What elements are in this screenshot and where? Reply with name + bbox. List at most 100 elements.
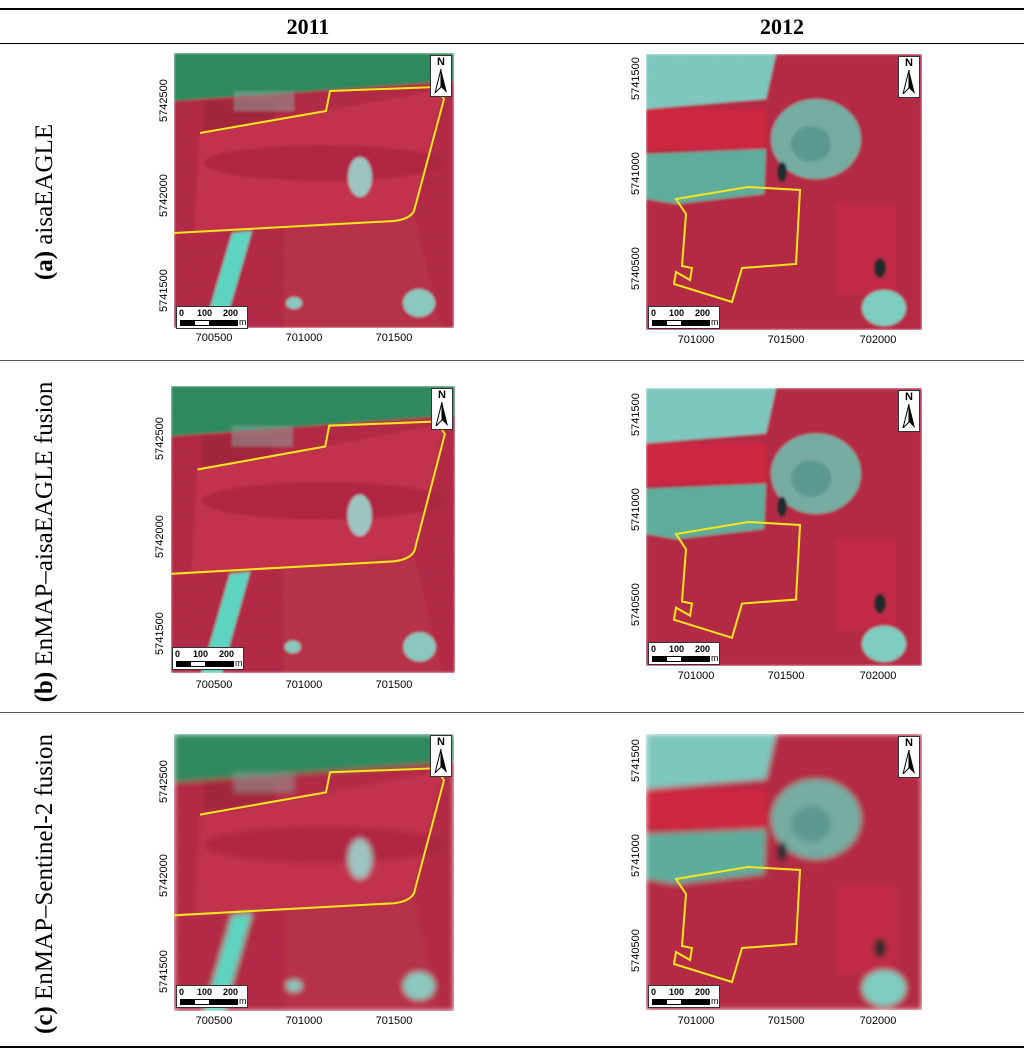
scale-label-200: 200	[695, 644, 711, 654]
x-tick-2012-c-1: 701000	[677, 1015, 715, 1027]
y-tick-2012-c-3: 5740500	[630, 929, 642, 972]
scale-bar-2011-b: 0 100 200 m	[172, 647, 244, 670]
north-arrow-icon	[902, 70, 915, 94]
y-tick-2011-b-2: 5742000	[154, 515, 166, 558]
x-tick-2012-c-3: 702000	[859, 1015, 897, 1027]
x-tick-2011-b-1: 700500	[195, 679, 233, 691]
x-tick-2011-a-1: 700500	[195, 332, 233, 344]
map-2012-a	[646, 54, 922, 330]
row-text-a: aisaEAGLE	[31, 123, 58, 245]
scale-label-200: 200	[219, 649, 235, 659]
x-tick-2011-a-2: 701000	[285, 332, 323, 344]
scale-bar-graphic	[652, 999, 710, 1005]
map-2012-b	[646, 388, 922, 666]
y-tick-2011-c-2: 5742000	[158, 854, 170, 897]
scale-bar-2012-c: 0 100 200 m	[648, 985, 720, 1008]
scale-bar-2012-b: 0 100 200 m	[648, 642, 720, 665]
scale-bar-graphic	[652, 656, 710, 662]
satellite-image-2012	[646, 734, 922, 1010]
north-arrow-2011-b: N	[431, 388, 453, 430]
scale-bar-graphic	[180, 999, 238, 1005]
satellite-image-2012	[646, 54, 922, 330]
scale-unit: m	[239, 317, 247, 327]
y-tick-2011-b-1: 5742500	[154, 417, 166, 460]
scale-label-0: 0	[175, 649, 181, 659]
y-tick-2012-c-1: 5741500	[630, 739, 642, 782]
scale-bar-graphic	[180, 320, 238, 326]
scale-label-0: 0	[651, 987, 657, 997]
y-tick-2011-a-3: 5741500	[158, 269, 170, 312]
y-tick-2012-b-2: 5741000	[630, 488, 642, 531]
scale-label-100: 100	[669, 987, 685, 997]
satellite-image-2011	[171, 386, 455, 673]
north-arrow-2012-b: N	[898, 390, 920, 432]
x-tick-2012-b-1: 701000	[677, 670, 715, 682]
north-arrow-2012-a: N	[898, 56, 920, 98]
x-tick-2011-a-3: 701500	[375, 332, 413, 344]
north-label: N	[905, 391, 913, 403]
x-tick-2012-a-3: 702000	[859, 334, 897, 346]
y-tick-2011-c-3: 5741500	[158, 950, 170, 993]
x-tick-2011-c-3: 701500	[375, 1015, 413, 1027]
north-arrow-2012-c: N	[898, 736, 920, 778]
row-label-b: (b) EnMAP–aisaEAGLE fusion	[31, 377, 59, 707]
scale-label-0: 0	[651, 644, 657, 654]
satellite-image-2012	[646, 388, 922, 666]
north-arrow-icon	[435, 402, 448, 426]
scale-label-200: 200	[223, 987, 239, 997]
map-2011-b	[171, 386, 455, 673]
scale-label-0: 0	[179, 308, 185, 318]
row-rule-1	[0, 360, 1024, 361]
x-tick-2012-c-2: 701500	[767, 1015, 805, 1027]
map-2011-c	[174, 734, 454, 1011]
scale-label-200: 200	[695, 308, 711, 318]
north-label: N	[437, 56, 445, 68]
y-tick-2011-c-1: 5742500	[158, 760, 170, 803]
scale-label-0: 0	[651, 308, 657, 318]
north-label: N	[437, 736, 445, 748]
north-label: N	[438, 389, 446, 401]
scale-label-100: 100	[669, 644, 685, 654]
bottom-rule	[0, 1046, 1024, 1048]
x-tick-2011-c-2: 701000	[285, 1015, 323, 1027]
y-tick-2012-a-1: 5741500	[630, 57, 642, 100]
north-arrow-icon	[434, 69, 447, 93]
scale-label-100: 100	[197, 308, 213, 318]
scale-bar-2011-c: 0 100 200 m	[176, 985, 248, 1008]
y-tick-2011-a-1: 5742500	[158, 79, 170, 122]
scale-bar-2011-a: 0 100 200 m	[176, 306, 248, 329]
row-rule-2	[0, 712, 1024, 713]
y-tick-2012-b-3: 5740500	[630, 583, 642, 626]
scale-unit: m	[711, 317, 719, 327]
row-text-c: EnMAP–Sentinel-2 fusion	[31, 734, 58, 1000]
y-tick-2012-b-1: 5741500	[630, 393, 642, 436]
row-letter-b: (b)	[31, 671, 58, 703]
y-tick-2012-a-3: 5740500	[630, 247, 642, 290]
x-tick-2011-c-1: 700500	[195, 1015, 233, 1027]
north-arrow-2011-c: N	[430, 735, 452, 777]
scale-bar-graphic	[176, 661, 234, 667]
scale-bar-graphic	[652, 320, 710, 326]
x-tick-2012-a-1: 701000	[677, 334, 715, 346]
scale-label-100: 100	[669, 308, 685, 318]
column-header-2012: 2012	[760, 14, 804, 39]
x-tick-2012-b-2: 701500	[767, 670, 805, 682]
north-arrow-icon	[902, 404, 915, 428]
x-tick-2012-a-2: 701500	[767, 334, 805, 346]
scale-unit: m	[711, 653, 719, 663]
y-tick-2011-b-3: 5741500	[154, 612, 166, 655]
header-rule	[0, 43, 1024, 44]
scale-unit: m	[239, 996, 247, 1006]
scale-label-100: 100	[193, 649, 209, 659]
satellite-image-2011	[174, 734, 454, 1011]
north-label: N	[905, 737, 913, 749]
scale-label-200: 200	[223, 308, 239, 318]
scale-bar-2012-a: 0 100 200 m	[648, 306, 720, 329]
row-label-a: (a) aisaEAGLE	[31, 37, 59, 367]
x-tick-2011-b-2: 701000	[285, 679, 323, 691]
row-text-b: EnMAP–aisaEAGLE fusion	[31, 381, 58, 666]
x-tick-2011-b-3: 701500	[375, 679, 413, 691]
scale-unit: m	[235, 658, 243, 668]
scale-label-200: 200	[695, 987, 711, 997]
y-tick-2012-c-2: 5741000	[630, 834, 642, 877]
